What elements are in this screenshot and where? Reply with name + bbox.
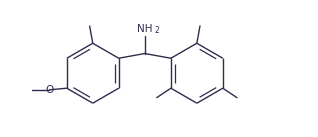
Text: O: O bbox=[45, 85, 54, 95]
Text: 2: 2 bbox=[155, 26, 160, 35]
Text: NH: NH bbox=[137, 24, 153, 34]
